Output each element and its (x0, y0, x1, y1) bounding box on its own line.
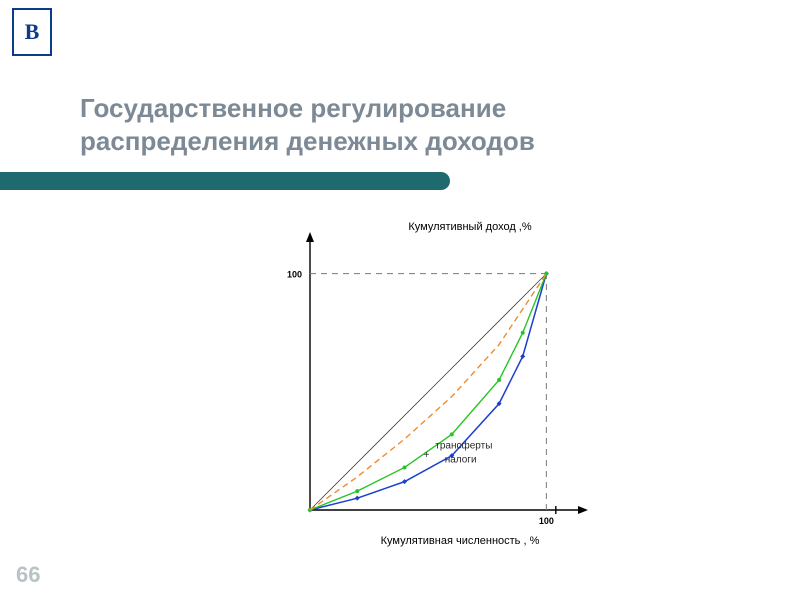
svg-text:Кумулятивная численность , %: Кумулятивная численность , % (381, 535, 540, 547)
svg-text:100: 100 (539, 516, 554, 526)
logo: В (12, 8, 52, 56)
chart-svg: 100 100 Кумулятивный доход ,% Кумулятивная … (240, 200, 640, 560)
slide-title: Государственное регулирование распределе… (80, 92, 740, 157)
svg-text:100: 100 (287, 270, 302, 280)
page-number: 66 (16, 562, 40, 588)
lorenz-chart: 100 100 Кумулятивный доход ,% Кумулятивная … (240, 200, 640, 560)
title-line-2: распределения денежных доходов (80, 126, 535, 156)
title-line-1: Государственное регулирование (80, 93, 506, 123)
slide: В Государственное регулирование распреде… (0, 0, 800, 600)
svg-text:+: + (423, 450, 429, 461)
title-underline-bar (0, 172, 450, 190)
svg-text:налоги: налоги (445, 455, 477, 466)
logo-text: В (25, 19, 40, 45)
svg-text:трансферты: трансферты (435, 440, 492, 452)
svg-text:Кумулятивный доход ,%: Кумулятивный доход ,% (408, 221, 532, 233)
